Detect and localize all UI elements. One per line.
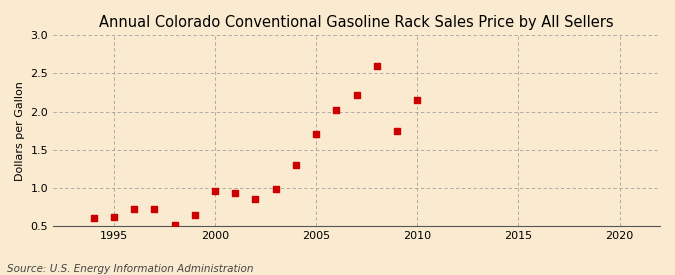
- Point: [190, 213, 200, 218]
- Title: Annual Colorado Conventional Gasoline Rack Sales Price by All Sellers: Annual Colorado Conventional Gasoline Ra…: [99, 15, 614, 30]
- Point: [169, 223, 180, 227]
- Point: [270, 186, 281, 191]
- Point: [109, 214, 119, 219]
- Point: [230, 191, 240, 195]
- Point: [310, 131, 321, 136]
- Point: [392, 129, 402, 134]
- Point: [371, 64, 382, 68]
- Point: [88, 216, 99, 221]
- Point: [129, 207, 140, 211]
- Point: [210, 189, 221, 193]
- Point: [412, 98, 423, 102]
- Y-axis label: Dollars per Gallon: Dollars per Gallon: [15, 81, 25, 181]
- Point: [290, 163, 301, 167]
- Point: [351, 93, 362, 97]
- Point: [331, 108, 342, 112]
- Point: [250, 197, 261, 201]
- Point: [149, 207, 160, 211]
- Text: Source: U.S. Energy Information Administration: Source: U.S. Energy Information Administ…: [7, 264, 253, 274]
